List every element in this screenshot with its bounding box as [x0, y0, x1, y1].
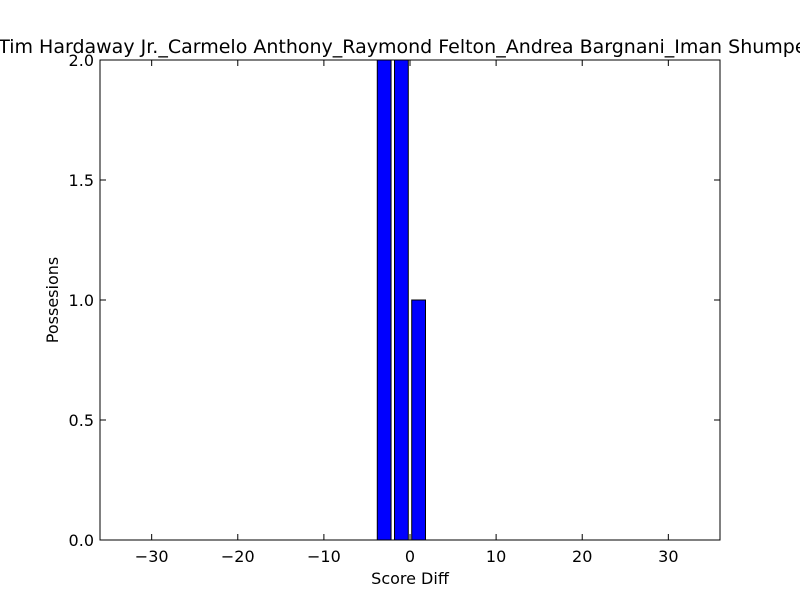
y-tick-label: 0.0: [69, 531, 94, 550]
bars-group: [376, 59, 427, 541]
x-tick-label: −20: [221, 547, 255, 566]
x-axis-label: Score Diff: [371, 569, 450, 588]
y-tick-label: 1.0: [69, 291, 94, 310]
x-tick-label: −30: [135, 547, 169, 566]
y-tick-label: 0.5: [69, 411, 94, 430]
chart-title: Tim Hardaway Jr._Carmelo Anthony_Raymond…: [0, 36, 800, 58]
plot-frame: [99, 59, 721, 541]
y-axis-label: Possesions: [43, 257, 62, 343]
x-tick-label: 10: [486, 547, 506, 566]
ticks-group: −30 −20 −10 0 10 20 30 0.0 0.5 1.0 1.5 2.0: [69, 51, 720, 566]
x-tick-label: −10: [307, 547, 341, 566]
x-tick-label: 20: [572, 547, 592, 566]
y-tick-label: 2.0: [69, 51, 94, 70]
bar: [376, 59, 392, 541]
bar: [411, 299, 427, 541]
y-tick-label: 1.5: [69, 171, 94, 190]
x-tick-label: 30: [658, 547, 678, 566]
x-tick-label: 0: [405, 547, 415, 566]
bar: [394, 59, 409, 541]
